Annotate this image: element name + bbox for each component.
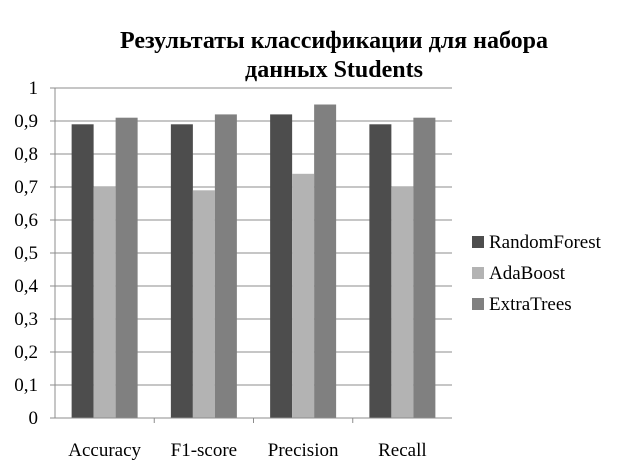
chart-title-line-2: данных Students xyxy=(245,57,423,83)
x-category-label: F1-score xyxy=(171,440,237,461)
y-tick-label: 0,2 xyxy=(14,342,38,363)
y-tick-label: 0,6 xyxy=(14,210,38,231)
y-tick-label: 0 xyxy=(29,408,39,429)
bar-extratrees-accuracy xyxy=(115,117,138,418)
bar-randomforest-accuracy xyxy=(71,124,94,419)
x-category-label: Recall xyxy=(378,440,427,461)
bar-adaboost-f1-score xyxy=(192,190,215,418)
legend-label-extratrees: ExtraTrees xyxy=(489,294,572,315)
legend-label-adaboost: AdaBoost xyxy=(489,263,566,284)
y-tick-label: 0,1 xyxy=(14,375,38,396)
y-tick-label: 0,5 xyxy=(14,243,38,264)
y-axis-ticks: 0 0,1 0,2 0,3 0,4 0,5 0,6 0,7 0,8 0,9 1 xyxy=(14,78,55,429)
y-tick-label: 0,9 xyxy=(14,111,38,132)
y-tick-label: 0,4 xyxy=(14,276,38,297)
legend-swatch-adaboost xyxy=(472,267,484,279)
bar-randomforest-recall xyxy=(369,124,392,419)
y-tick-label: 1 xyxy=(29,78,39,99)
legend-label-randomforest: RandomForest xyxy=(489,232,602,253)
bar-adaboost-precision xyxy=(292,173,315,418)
bar-adaboost-recall xyxy=(391,187,414,418)
bar-randomforest-precision xyxy=(270,114,293,419)
y-tick-label: 0,3 xyxy=(14,309,38,330)
x-axis-labels: Accuracy F1-score Precision Recall xyxy=(68,418,427,461)
x-category-label: Accuracy xyxy=(68,440,141,461)
bar-randomforest-f1-score xyxy=(170,124,193,419)
bar-adaboost-accuracy xyxy=(93,187,116,418)
x-category-label: Precision xyxy=(268,440,339,461)
bar-extratrees-f1-score xyxy=(214,114,237,419)
chart-title-line-1: Результаты классификации для набора xyxy=(120,28,548,54)
bar-extratrees-recall xyxy=(413,117,436,418)
legend: RandomForest AdaBoost ExtraTrees xyxy=(472,232,602,315)
legend-swatch-randomforest xyxy=(472,236,484,248)
y-tick-label: 0,8 xyxy=(14,144,38,165)
bars xyxy=(71,104,436,419)
y-tick-label: 0,7 xyxy=(14,177,38,198)
bar-extratrees-precision xyxy=(314,104,337,418)
legend-swatch-extratrees xyxy=(472,298,484,310)
